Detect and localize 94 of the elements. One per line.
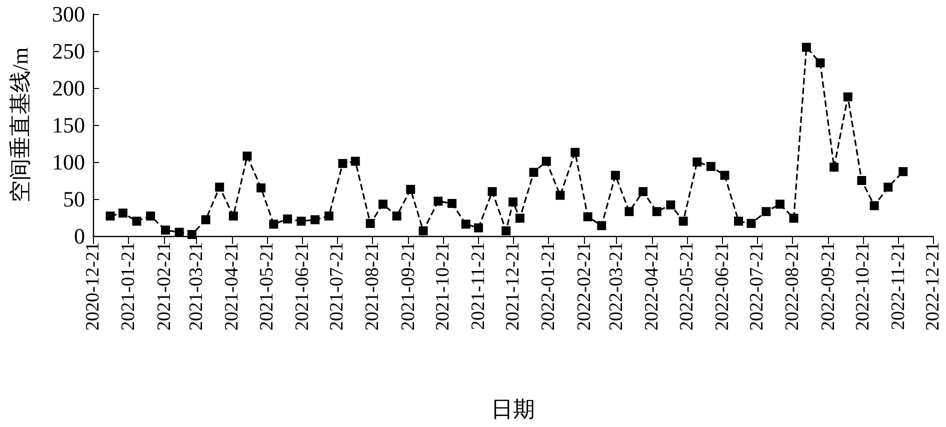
- point: [734, 216, 744, 226]
- x-tick-label: 2021-02-21: [154, 242, 175, 331]
- x-tick-label: 2022-05-21: [676, 242, 698, 331]
- point: [350, 156, 360, 166]
- point: [746, 218, 756, 228]
- y-axis-title: 空间垂直基线/m: [8, 47, 32, 203]
- point: [215, 182, 224, 192]
- x-tick-label: 2022-02-21: [574, 242, 595, 331]
- point: [474, 223, 483, 232]
- point: [762, 207, 771, 216]
- x-tick-label: 2021-06-21: [292, 242, 313, 331]
- point: [556, 190, 565, 200]
- point: [448, 198, 457, 208]
- point: [160, 226, 170, 235]
- x-tick-label: 2021-10-21: [432, 242, 454, 331]
- point: [242, 152, 252, 161]
- point: [816, 58, 825, 68]
- point: [610, 170, 620, 180]
- x-tick-label: 2021-01-21: [118, 242, 140, 331]
- point: [666, 200, 676, 210]
- point: [542, 156, 551, 166]
- point: [488, 187, 497, 196]
- point: [392, 212, 402, 221]
- point: [434, 196, 443, 206]
- point: [706, 162, 716, 171]
- x-tick-label: 2022-10-21: [852, 242, 874, 331]
- point: [338, 158, 348, 168]
- point: [106, 212, 115, 221]
- point: [583, 212, 592, 222]
- x-tick-label: 2021-04-21: [222, 242, 243, 331]
- x-tick-label: 2020-12-21: [82, 242, 104, 331]
- point: [174, 228, 184, 237]
- point: [187, 230, 196, 240]
- x-tick-label: 2022-12-21: [922, 242, 944, 331]
- x-tick-label: 2022-11-21: [888, 242, 909, 330]
- y-tick-label: 200: [52, 76, 85, 100]
- x-tick-label: 2021-11-21: [468, 242, 489, 330]
- point: [324, 212, 334, 221]
- point: [597, 221, 606, 230]
- point: [228, 212, 238, 221]
- point: [857, 176, 866, 185]
- point: [775, 200, 784, 209]
- x-tick-label: 2022-03-21: [606, 242, 628, 331]
- point: [418, 226, 428, 236]
- point: [830, 162, 839, 172]
- point: [802, 42, 811, 52]
- x-tick-label: 2021-05-21: [256, 242, 278, 331]
- x-tick-label: 2022-04-21: [642, 242, 663, 331]
- y-tick-label: 50: [63, 186, 85, 212]
- point: [502, 226, 511, 236]
- x-tick-label: 2021-08-21: [362, 242, 384, 331]
- point: [132, 216, 142, 226]
- x-tick-label: 2022-09-21: [818, 242, 839, 331]
- point: [406, 184, 416, 194]
- point: [269, 220, 278, 229]
- x-tick-label: 2022-07-21: [746, 242, 768, 331]
- x-tick-label: 2021-07-21: [326, 242, 348, 331]
- y-tick-label: 150: [52, 112, 85, 138]
- point: [118, 208, 128, 218]
- point: [570, 148, 580, 157]
- point: [870, 201, 879, 210]
- point: [720, 170, 730, 180]
- point: [282, 214, 292, 224]
- x-tick-label: 2022-06-21: [712, 242, 733, 331]
- point: [638, 187, 648, 196]
- x-tick-label: 2021-03-21: [186, 242, 208, 331]
- y-tick-label: 0: [74, 224, 85, 248]
- x-tick-label: 2021-12-21: [502, 242, 524, 331]
- point: [529, 168, 538, 177]
- point: [624, 207, 634, 216]
- point: [256, 183, 266, 192]
- x-tick-label: 2022-08-21: [782, 242, 804, 331]
- point: [884, 182, 893, 192]
- point: [843, 92, 852, 102]
- point: [789, 214, 798, 223]
- point: [296, 216, 306, 226]
- point: [652, 207, 662, 216]
- y-tick-label: 250: [52, 38, 85, 64]
- point: [515, 214, 524, 223]
- x-tick-label: 2021-09-21: [398, 242, 419, 331]
- point: [201, 215, 210, 224]
- point: [461, 220, 470, 229]
- y-tick-label: 300: [52, 2, 85, 26]
- point: [898, 167, 908, 176]
- y-tick-label: 100: [52, 150, 85, 174]
- point: [310, 215, 320, 224]
- point: [146, 212, 156, 221]
- point: [378, 200, 388, 209]
- point: [678, 216, 688, 226]
- x-tick-label: 2022-01-21: [538, 242, 560, 331]
- x-axis-title: 日期: [491, 396, 535, 422]
- point: [366, 218, 375, 228]
- point: [692, 158, 702, 166]
- point: [508, 197, 518, 206]
